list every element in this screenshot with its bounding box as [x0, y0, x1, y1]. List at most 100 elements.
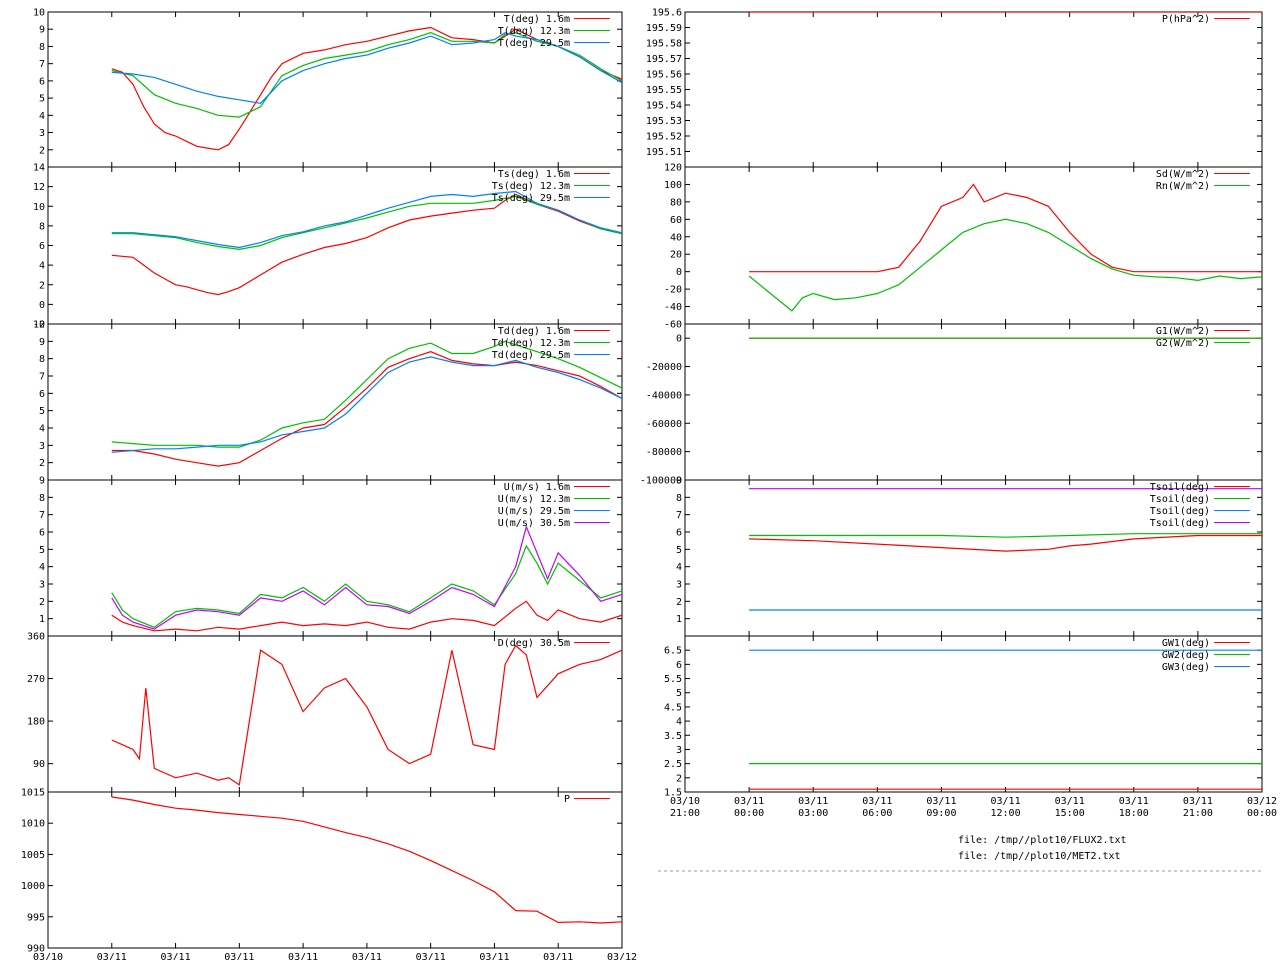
- y-tick-label: 8: [39, 354, 45, 365]
- x-tick-time: 00:00: [1247, 808, 1277, 819]
- panel-tsoil: 123456789Tsoil(deg)Tsoil(deg)Tsoil(deg)T…: [676, 476, 1263, 637]
- x-tick-date: 03/11: [798, 796, 828, 807]
- y-tick-label: 195.58: [646, 39, 682, 50]
- legend-label: Ts(deg) 29.5m: [492, 193, 570, 204]
- y-tick-label: 195.6: [652, 8, 682, 19]
- panel-frame: [684, 635, 1263, 793]
- series-line-u-0: [111, 600, 622, 632]
- series-line-td-0: [111, 351, 622, 467]
- y-tick-label: -100000: [640, 476, 682, 487]
- y-tick-label: 3: [39, 441, 45, 452]
- y-tick-label: 4: [39, 562, 45, 573]
- x-tick-time: 06:00: [862, 808, 892, 819]
- x-tick-date: 03/10: [670, 796, 700, 807]
- y-tick-label: 195.52: [646, 132, 682, 143]
- legend-label: U(m/s) 30.5m: [498, 518, 570, 529]
- legend-label: P(hPa^2): [1162, 14, 1210, 25]
- y-tick-label: 5: [39, 406, 45, 417]
- legend-label: Sd(W/m^2): [1156, 169, 1210, 180]
- x-tick-time: 12:00: [991, 808, 1021, 819]
- legend-label: Td(deg) 12.3m: [492, 338, 570, 349]
- panel-frame: [47, 635, 623, 793]
- y-tick-label: 360: [27, 632, 45, 643]
- y-tick-label: 4: [676, 562, 682, 573]
- series-line-ts-0: [111, 193, 622, 296]
- panel-rad: -60 -40 -20 0 20 40 60 80 100 120 Sd(W/m^2)Rn(W/m^…: [664, 163, 1263, 331]
- y-tick-label: 3: [676, 580, 682, 591]
- panel-p: 990 995 1000 1005 1010 1015 P: [21, 788, 623, 955]
- y-tick-label: -40: [664, 302, 682, 313]
- series-line-tsoil-1: [749, 533, 1262, 538]
- legend-label: Tsoil(deg): [1150, 506, 1210, 517]
- y-tick-label: 5.5: [664, 674, 682, 685]
- y-tick-label: 990: [27, 944, 45, 955]
- y-tick-label: 8: [676, 493, 682, 504]
- time-axes: 03/1021:0003/1100:0003/1103:0003/1106:00…: [33, 796, 1277, 960]
- legend-label: GW2(deg): [1162, 650, 1210, 661]
- series-line-rad-0: [749, 183, 1262, 273]
- y-tick-label: 270: [27, 674, 45, 685]
- x-tick-date: 03/11: [161, 952, 191, 960]
- series-line-u-1: [111, 544, 622, 628]
- legend-label: GW3(deg): [1162, 662, 1210, 673]
- y-tick-label: 90: [33, 759, 45, 770]
- legend-label: Td(deg) 1.6m: [498, 326, 570, 337]
- series-line-td-1: [111, 340, 622, 448]
- y-tick-label: 3.5: [664, 731, 682, 742]
- y-tick-label: 10: [33, 202, 45, 213]
- legend-label: P: [564, 794, 570, 805]
- series-area: [111, 644, 622, 786]
- y-tick-label: 1: [676, 614, 682, 625]
- panel-t: 2 3 4 5 6 7 8 9 10 T(deg) 1.6mT(deg) 12.3mT(deg) …: [33, 8, 623, 168]
- y-tick-label: 195.55: [646, 85, 682, 96]
- y-tick-label: 120: [664, 163, 682, 174]
- y-tick-label: 4: [39, 424, 45, 435]
- series-area: [111, 524, 622, 636]
- legend-label: Ts(deg) 12.3m: [492, 181, 570, 192]
- y-tick-label: -40000: [646, 390, 682, 401]
- y-tick-label: 8: [39, 221, 45, 232]
- y-tick-label: 10: [33, 320, 45, 331]
- x-tick-date: 03/11: [224, 952, 254, 960]
- y-tick-label: 6: [39, 241, 45, 252]
- x-tick-time: 21:00: [670, 808, 700, 819]
- y-tick-label: 6.5: [664, 646, 682, 657]
- y-tick-label: -20: [664, 285, 682, 296]
- y-tick-label: 9: [39, 337, 45, 348]
- x-tick-time: 15:00: [1055, 808, 1085, 819]
- y-tick-label: 2.5: [664, 759, 682, 770]
- x-tick-time: 18:00: [1119, 808, 1149, 819]
- y-tick-label: -2: [33, 320, 45, 331]
- legend-label: Tsoil(deg): [1150, 494, 1210, 505]
- y-tick-label: 40: [670, 232, 682, 243]
- series-area: [111, 796, 622, 924]
- y-tick-label: 3: [39, 580, 45, 591]
- x-tick-date: 03/12: [607, 952, 637, 960]
- y-tick-label: 0: [39, 300, 45, 311]
- y-tick-label: 1015: [21, 788, 45, 799]
- series-area: [749, 488, 1262, 611]
- y-tick-label: 7: [39, 510, 45, 521]
- x-tick-date: 03/11: [97, 952, 127, 960]
- y-tick-label: 195.53: [646, 116, 682, 127]
- legend-label: U(m/s) 29.5m: [498, 506, 570, 517]
- y-tick-label: 7: [39, 372, 45, 383]
- y-tick-label: 6: [39, 389, 45, 400]
- x-tick-date: 03/11: [352, 952, 382, 960]
- y-tick-label: 9: [676, 476, 682, 487]
- y-tick-label: 180: [27, 717, 45, 728]
- series-area: [111, 340, 622, 467]
- y-tick-label: 195.56: [646, 70, 682, 81]
- y-tick-label: 2: [39, 280, 45, 291]
- y-tick-label: 80: [670, 197, 682, 208]
- x-tick-time: 21:00: [1183, 808, 1213, 819]
- y-tick-label: 195.59: [646, 23, 682, 34]
- legend-label: Rn(W/m^2): [1156, 181, 1210, 192]
- legend-label: Ts(deg) 1.6m: [498, 169, 570, 180]
- y-tick-label: 6: [39, 76, 45, 87]
- series-line-t-1: [111, 32, 622, 118]
- y-tick-label: -60: [664, 320, 682, 331]
